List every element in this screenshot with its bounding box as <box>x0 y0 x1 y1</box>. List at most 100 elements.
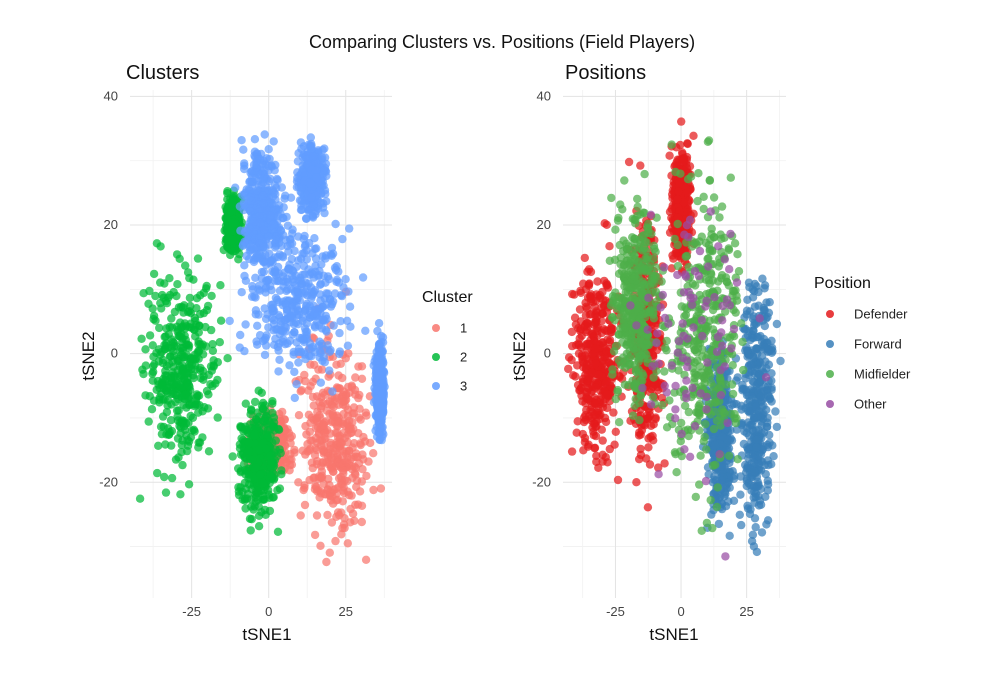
y-tick-label: -20 <box>99 474 118 489</box>
data-point <box>324 290 332 298</box>
data-point <box>276 287 284 295</box>
data-point <box>251 148 259 156</box>
data-point <box>198 407 206 415</box>
data-point <box>262 277 270 285</box>
data-point <box>242 400 250 408</box>
data-point <box>259 479 267 487</box>
data-point <box>741 404 749 412</box>
data-point <box>184 268 192 276</box>
data-point <box>356 439 364 447</box>
data-point <box>273 277 281 285</box>
data-point <box>177 392 185 400</box>
data-point <box>636 161 644 169</box>
data-point <box>178 461 186 469</box>
data-point <box>303 291 311 299</box>
data-point <box>338 235 346 243</box>
data-point <box>191 317 199 325</box>
data-point <box>270 493 278 501</box>
data-point <box>246 207 254 215</box>
data-point <box>270 316 278 324</box>
data-point <box>196 366 204 374</box>
data-point <box>153 469 161 477</box>
data-point <box>369 486 377 494</box>
data-point <box>282 213 290 221</box>
legend-label: 1 <box>460 321 467 336</box>
legend-swatch <box>432 353 440 361</box>
data-point <box>327 454 335 462</box>
data-point <box>173 250 181 258</box>
data-point <box>200 309 208 317</box>
data-point <box>174 326 182 334</box>
data-point <box>749 377 757 385</box>
data-point <box>677 117 685 125</box>
data-point <box>214 413 222 421</box>
data-point <box>766 298 774 306</box>
data-point <box>358 362 366 370</box>
data-point <box>316 290 324 298</box>
data-point <box>320 166 328 174</box>
data-point <box>148 405 156 413</box>
data-point <box>665 152 673 160</box>
data-point <box>351 373 359 381</box>
data-point <box>291 394 299 402</box>
data-point <box>254 408 262 416</box>
data-point <box>194 443 202 451</box>
data-point <box>373 327 381 335</box>
data-point <box>236 343 244 351</box>
data-point <box>254 496 262 504</box>
data-point <box>582 340 590 348</box>
data-point <box>201 323 209 331</box>
data-point <box>303 300 311 308</box>
data-point <box>349 425 357 433</box>
data-point <box>231 184 239 192</box>
data-point <box>331 537 339 545</box>
data-point <box>185 381 193 389</box>
data-point <box>286 337 294 345</box>
data-point <box>163 362 171 370</box>
data-point <box>632 478 640 486</box>
data-point <box>316 281 324 289</box>
data-point <box>684 140 692 148</box>
data-point <box>287 194 295 202</box>
data-point <box>275 356 283 364</box>
data-point <box>591 344 599 352</box>
data-point <box>337 530 345 538</box>
data-point <box>285 361 293 369</box>
data-point <box>149 368 157 376</box>
data-point <box>646 460 654 468</box>
data-point <box>308 459 316 467</box>
data-point <box>160 341 168 349</box>
data-point <box>223 354 231 362</box>
data-point <box>351 501 359 509</box>
data-point <box>764 480 772 488</box>
data-point <box>259 242 267 250</box>
data-point <box>144 300 152 308</box>
data-point <box>249 285 257 293</box>
data-point <box>593 277 601 285</box>
data-point <box>366 439 374 447</box>
data-point <box>765 431 773 439</box>
data-point <box>270 413 278 421</box>
data-point <box>330 321 338 329</box>
data-point <box>375 402 383 410</box>
data-point <box>320 421 328 429</box>
data-point <box>336 347 344 355</box>
data-point <box>189 276 197 284</box>
data-point <box>374 365 382 373</box>
data-point <box>216 338 224 346</box>
data-point <box>164 389 172 397</box>
data-point <box>359 273 367 281</box>
data-point <box>198 433 206 441</box>
data-point <box>603 390 611 398</box>
data-point <box>749 327 757 335</box>
data-point <box>316 542 324 550</box>
data-point <box>299 335 307 343</box>
data-point <box>644 503 652 511</box>
legend-label: 2 <box>460 350 467 365</box>
data-point <box>769 452 777 460</box>
data-point <box>226 317 234 325</box>
data-point <box>587 268 595 276</box>
data-point <box>178 436 186 444</box>
clusters-legend-title: Cluster <box>422 289 473 306</box>
data-point <box>279 253 287 261</box>
